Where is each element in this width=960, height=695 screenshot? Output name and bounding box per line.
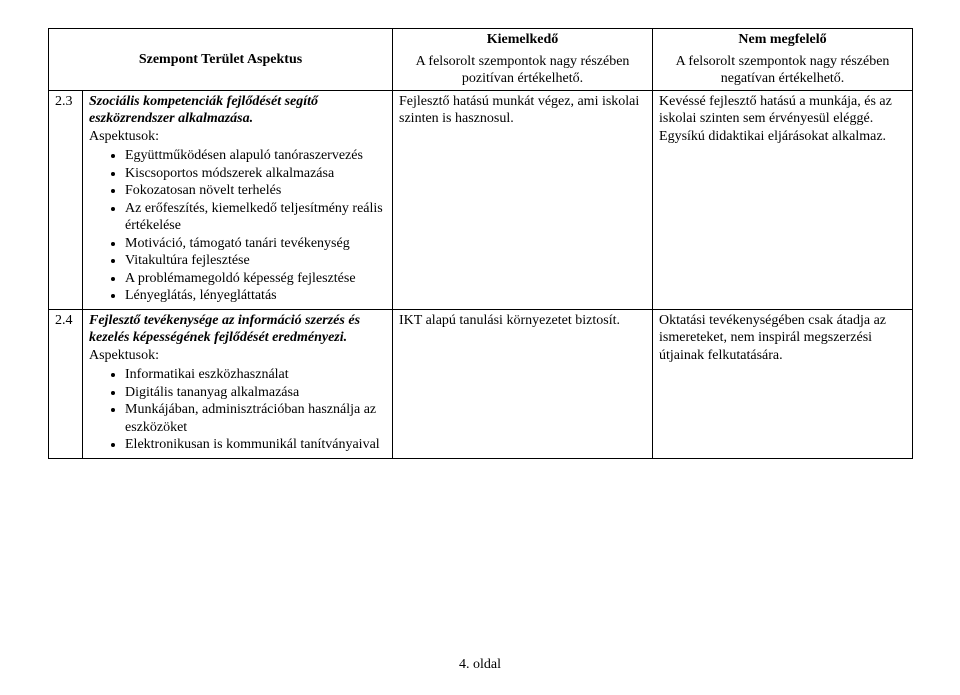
list-item: Lényeglátás, lényegláttatás [125,287,386,305]
col3-header-desc: A felsorolt szempontok nagy részében neg… [676,54,890,87]
col2-header-bold: Kiemelkedő [487,32,559,47]
table-header-row: Szempont Terület Aspektus Kiemelkedő Nem… [49,29,913,51]
row-number: 2.3 [49,90,83,309]
row-positive: IKT alapú tanulási környezetet biztosít. [393,309,653,458]
bullet-list: Együttműködésen alapuló tanóraszervezés … [89,147,386,305]
row-number: 2.4 [49,309,83,458]
col1-header: Szempont Terület Aspektus [139,52,302,67]
col3-header-bold: Nem megfelelő [738,32,826,47]
aspects-label: Aspektusok: [89,348,159,363]
list-item: Együttműködésen alapuló tanóraszervezés [125,147,386,165]
table-row: 2.4 Fejlesztő tevékenysége az információ… [49,309,913,458]
row-title: Fejlesztő tevékenysége az információ sze… [89,313,360,346]
list-item: Elektronikusan is kommunikál tanítványai… [125,436,386,454]
list-item: Az erőfeszítés, kiemelkedő teljesítmény … [125,200,386,235]
row-title: Szociális kompetenciák fejlődését segítő… [89,94,318,127]
table-row: 2.3 Szociális kompetenciák fejlődését se… [49,90,913,309]
row-negative: Kevéssé fejlesztő hatású a munkája, és a… [653,90,913,309]
bullet-list: Informatikai eszközhasználat Digitális t… [89,366,386,454]
list-item: Munkájában, adminisztrációban használja … [125,401,386,436]
row-positive: Fejlesztő hatású munkát végez, ami iskol… [393,90,653,309]
list-item: Informatikai eszközhasználat [125,366,386,384]
row-negative: Oktatási tevékenységében csak átadja az … [653,309,913,458]
list-item: A problémamegoldó képesség fejlesztése [125,270,386,288]
list-item: Motiváció, támogató tanári tevékenység [125,235,386,253]
col2-header-top: Kiemelkedő [393,29,653,51]
list-item: Fokozatosan növelt terhelés [125,182,386,200]
row-aspect-cell: Szociális kompetenciák fejlődését segítő… [83,90,393,309]
col3-header-top: Nem megfelelő [653,29,913,51]
list-item: Digitális tananyag alkalmazása [125,384,386,402]
row-aspect-cell: Fejlesztő tevékenysége az információ sze… [83,309,393,458]
evaluation-table: Szempont Terület Aspektus Kiemelkedő Nem… [48,28,913,459]
col2-header-desc: A felsorolt szempontok nagy részében poz… [416,54,630,87]
list-item: Kiscsoportos módszerek alkalmazása [125,165,386,183]
aspects-label: Aspektusok: [89,129,159,144]
col2-header-bot: A felsorolt szempontok nagy részében poz… [393,51,653,91]
page-footer: 4. oldal [0,657,960,673]
col3-header-bot: A felsorolt szempontok nagy részében neg… [653,51,913,91]
list-item: Vitakultúra fejlesztése [125,252,386,270]
